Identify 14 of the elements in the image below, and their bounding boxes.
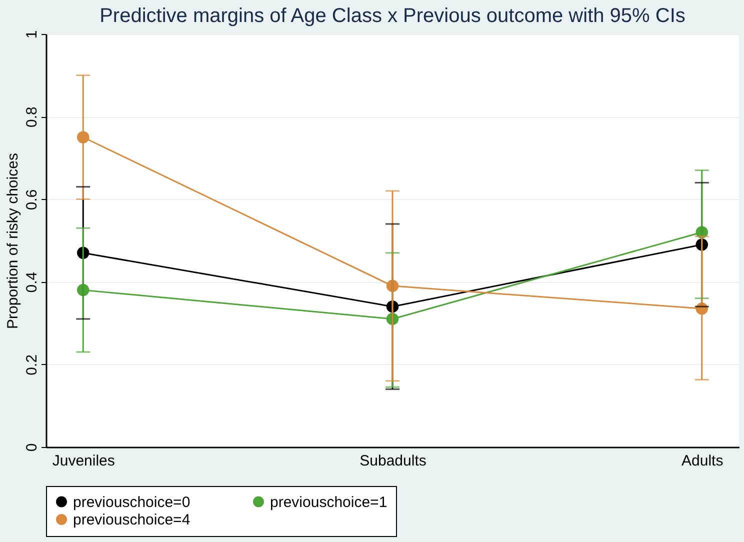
y-tick-label: 1 <box>24 30 40 39</box>
y-tick-label: 0.8 <box>24 106 40 128</box>
y-axis-title: Proportion of risky choices <box>4 153 22 329</box>
y-tick-label: 0.2 <box>24 354 40 376</box>
legend-label: previouschoice=0 <box>73 494 190 511</box>
x-tick-label: Juveniles <box>52 452 115 470</box>
legend-label: previouschoice=1 <box>270 494 388 511</box>
y-tick-label: 0.4 <box>24 272 40 293</box>
x-tick-label: Subadults <box>360 452 426 470</box>
legend-label: previouschoice=4 <box>73 512 190 528</box>
y-tick-label: 0.6 <box>24 189 40 210</box>
x-tick-label: Adults <box>682 452 724 470</box>
y-tick-label: 0 <box>24 443 40 452</box>
chart-title: Predictive margins of Age Class x Previous outcome with 95% CIs <box>100 4 686 27</box>
